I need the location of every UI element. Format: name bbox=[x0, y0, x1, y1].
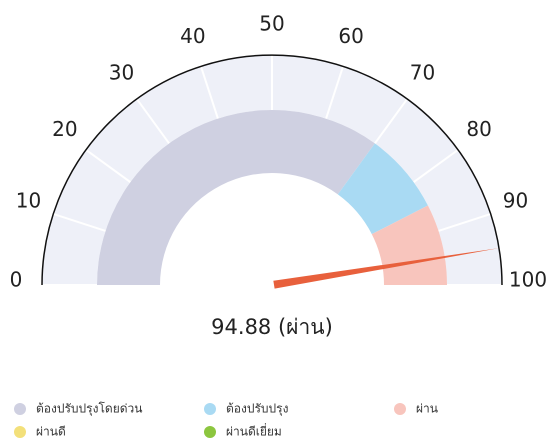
tick-label: 20 bbox=[52, 117, 77, 141]
gauge-outline bbox=[41, 54, 503, 286]
gauge-band bbox=[97, 110, 375, 286]
legend-swatch bbox=[204, 403, 216, 415]
legend-swatch bbox=[204, 426, 216, 438]
tick-label: 80 bbox=[466, 117, 491, 141]
legend-swatch bbox=[14, 426, 26, 438]
tick-line bbox=[412, 149, 459, 183]
tick-label: 30 bbox=[109, 60, 134, 84]
tick-line bbox=[374, 98, 408, 145]
tick-label: 60 bbox=[338, 24, 363, 48]
legend-label: ผ่านดี bbox=[36, 425, 66, 439]
legend-label: ผ่าน bbox=[416, 402, 438, 416]
legend-label: ผ่านดีเยี่ยม bbox=[226, 423, 282, 439]
tick-label: 100 bbox=[509, 268, 547, 292]
tick-line bbox=[325, 65, 345, 119]
legend-swatch bbox=[394, 403, 406, 415]
tick-label: 70 bbox=[410, 60, 435, 84]
tick-label: 10 bbox=[16, 188, 41, 212]
tick-label: 90 bbox=[503, 188, 528, 212]
legend-swatch bbox=[14, 403, 26, 415]
needle bbox=[273, 248, 500, 289]
legend-label: ต้องปรับปรุงโดยด่วน bbox=[36, 402, 142, 417]
tick-label: 0 bbox=[10, 268, 23, 292]
tick-label: 40 bbox=[180, 24, 205, 48]
tick-line bbox=[85, 149, 132, 183]
tick-line bbox=[52, 212, 106, 232]
tick-line bbox=[136, 98, 170, 145]
tick-label: 50 bbox=[259, 12, 284, 36]
legend-label: ต้องปรับปรุง bbox=[226, 402, 288, 417]
tick-line bbox=[199, 65, 219, 119]
tick-line bbox=[438, 212, 492, 232]
gauge-background bbox=[42, 55, 502, 285]
gauge-band bbox=[337, 143, 428, 235]
gauge-value-label: 94.88 (ผ่าน) bbox=[211, 315, 333, 339]
